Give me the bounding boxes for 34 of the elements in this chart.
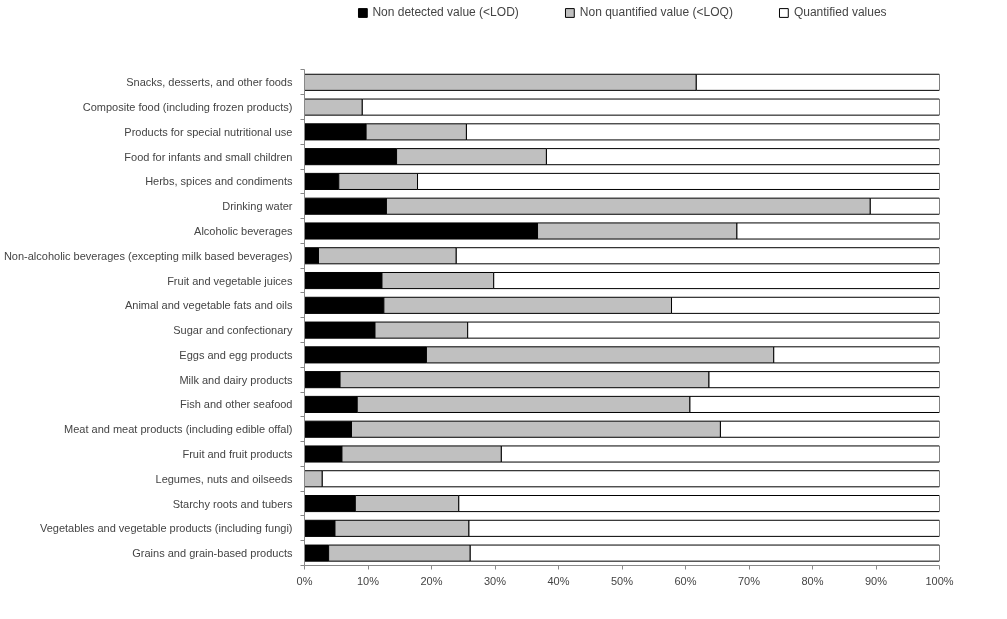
y-tick-label: Herbs, spices and condiments (145, 175, 293, 188)
y-tick-label: Starchy roots and tubers (172, 497, 293, 510)
y-tick-label: Eggs and egg products (179, 348, 293, 361)
y-tick-label: Animal and vegetable fats and oils (124, 299, 293, 312)
y-tick-label: Legumes, nuts and oilseeds (155, 472, 293, 485)
y-tick-label: Sugar and confectionary (173, 324, 293, 337)
x-tick-label: 60% (674, 574, 697, 587)
y-tick-label: Composite food (including frozen products) (82, 101, 293, 114)
y-tick-label: Vegetables and vegetable products (including fungi) (39, 522, 293, 535)
x-tick-label: 10% (356, 574, 380, 587)
x-tick-label: 20% (420, 574, 443, 587)
legend-label: Non quantified value (<LOQ) (579, 5, 733, 19)
y-tick-label: Snacks, desserts, and other foods (126, 76, 293, 89)
y-tick-label: Drinking water (222, 200, 293, 213)
x-tick-label: 0% (296, 574, 313, 587)
x-tick-label: 80% (801, 574, 824, 587)
y-tick-label: Non-alcoholic beverages (excepting milk based beverages) (3, 249, 293, 262)
x-tick-label: 100% (925, 574, 954, 587)
y-tick-label: Food for infants and small children (124, 150, 293, 163)
y-tick-label: Fruit and fruit products (182, 448, 293, 460)
y-tick-label: Meat and meat products (including edible offal) (64, 423, 293, 436)
y-tick-label: Grains and grain-based products (132, 547, 293, 560)
y-tick-label: Fruit and vegetable juices (167, 274, 293, 287)
x-tick-label: 30% (483, 574, 507, 587)
y-tick-label: Fish and other seafood (179, 398, 293, 411)
y-tick-label: Alcoholic beverages (194, 224, 293, 237)
x-tick-label: 40% (547, 574, 570, 587)
x-tick-label: 90% (864, 574, 888, 587)
x-tick-label: 70% (737, 574, 761, 587)
legend-label: Non detected value (<LOD) (372, 5, 519, 19)
y-tick-label: Products for special nutritional use (124, 125, 293, 138)
y-tick-label: Milk and dairy products (179, 373, 293, 386)
legend-label: Quantified values (793, 5, 887, 19)
x-tick-label: 50% (610, 574, 634, 587)
